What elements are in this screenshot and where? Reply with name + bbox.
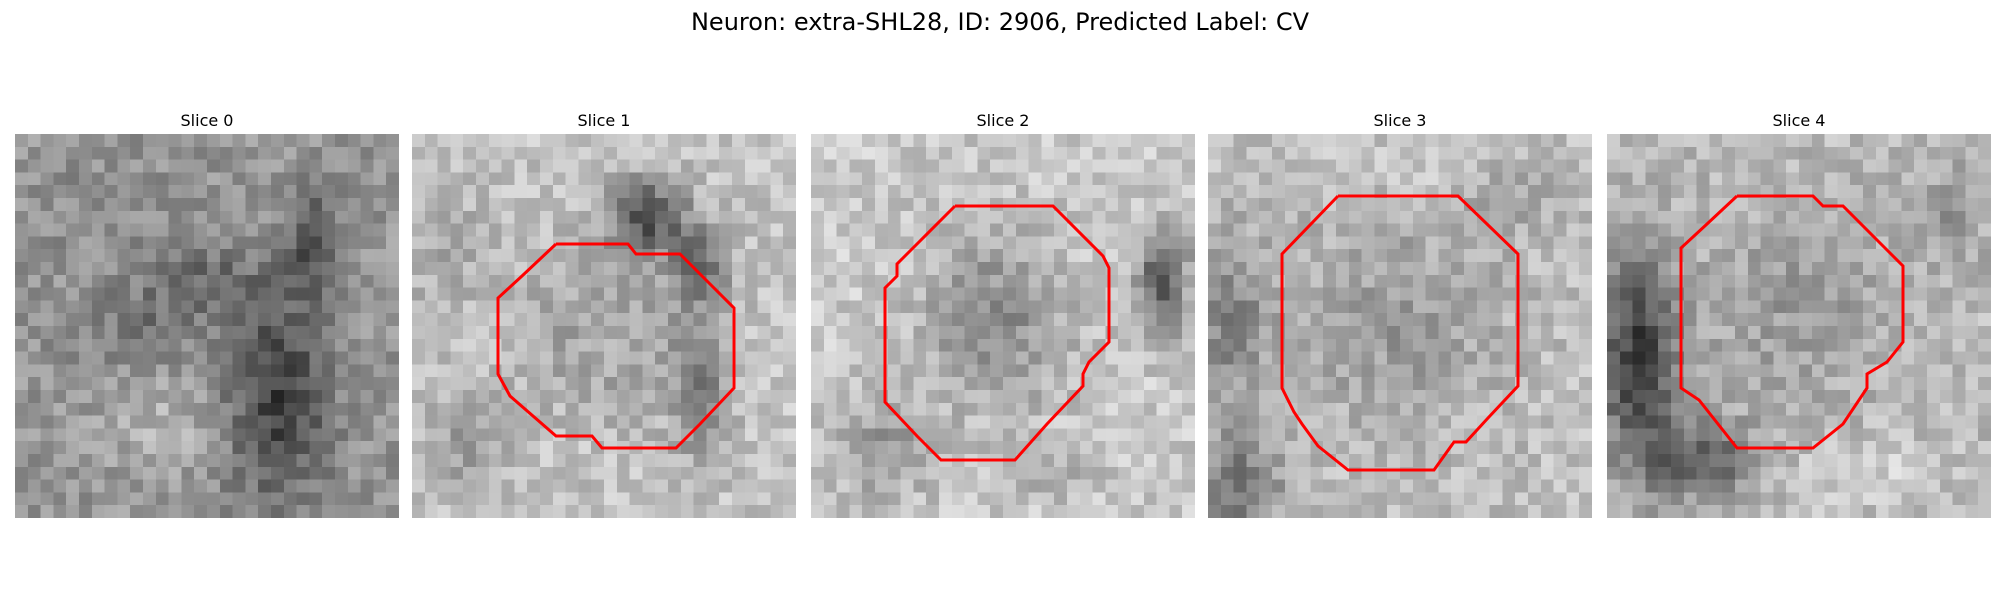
grayscale-tile [811, 134, 1195, 518]
slice-image [15, 134, 399, 518]
slice-panel-1: Slice 1 [412, 108, 796, 518]
slice-panel-0: Slice 0 [15, 108, 399, 518]
cell-contour [496, 242, 736, 450]
cell-contour [1679, 194, 1905, 450]
cell-contour-overlay [1280, 194, 1520, 472]
slice-title: Slice 1 [577, 111, 631, 130]
slice-title: Slice 0 [180, 111, 234, 130]
cell-contour [883, 204, 1111, 462]
cell-contour-overlay [1679, 194, 1905, 450]
figure-title: Neuron: extra-SHL28, ID: 2906, Predicted… [690, 8, 1310, 36]
cell-contour-overlay [883, 204, 1111, 462]
slice-image [1208, 134, 1592, 518]
slice-image [1607, 134, 1991, 518]
grayscale-tile [412, 134, 796, 518]
slice-panel-3: Slice 3 [1208, 108, 1592, 518]
cell-contour-overlay [496, 242, 736, 450]
slice-title: Slice 3 [1373, 111, 1427, 130]
slice-title: Slice 4 [1772, 111, 1826, 130]
slice-image [412, 134, 796, 518]
cell-contour [1280, 194, 1520, 472]
slice-title: Slice 2 [976, 111, 1030, 130]
slice-panel-4: Slice 4 [1607, 108, 1991, 518]
slice-image [811, 134, 1195, 518]
grayscale-tile [1208, 134, 1592, 518]
slice-panel-2: Slice 2 [811, 108, 1195, 518]
grayscale-tile [1607, 134, 1991, 518]
grayscale-tile [15, 134, 399, 518]
